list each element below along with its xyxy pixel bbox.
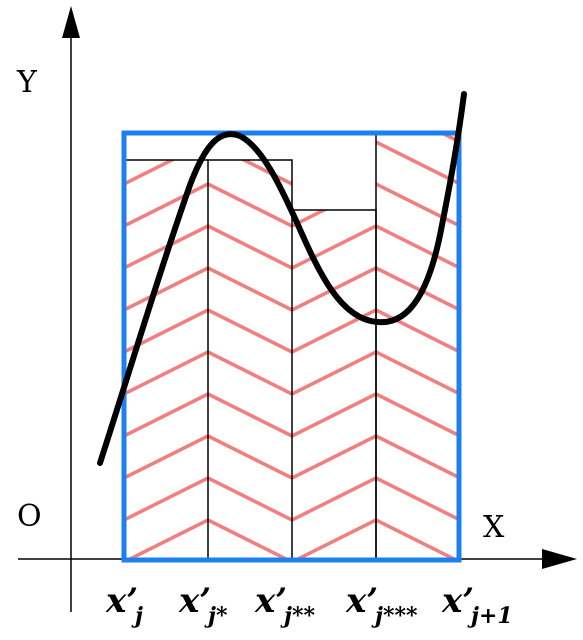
hatch-line: [292, 224, 376, 270]
svg-text:j+1: j+1: [467, 603, 513, 629]
svg-text:x’: x’: [105, 581, 138, 621]
hatch-line: [376, 476, 459, 522]
hatch-line: [292, 518, 376, 560]
hatch-line: [292, 210, 328, 228]
hatch-line: [376, 224, 459, 270]
y-axis-label: Y: [16, 65, 38, 100]
hatch-line: [124, 266, 208, 312]
hatch-line: [376, 140, 459, 186]
hatch-line: [376, 266, 459, 312]
hatch-line: [376, 308, 459, 354]
hatched-strip-4: [376, 133, 459, 560]
hatch-line: [208, 518, 292, 560]
hatch-line: [292, 392, 376, 438]
tick-label-xj: x’ j: [105, 581, 143, 629]
hatch-line: [208, 476, 292, 522]
hatch-line: [292, 350, 376, 396]
svg-text:x’: x’: [254, 581, 287, 621]
function-curve: [97, 91, 467, 466]
hatch-line: [124, 350, 208, 396]
hatch-line: [208, 182, 292, 228]
hatch-line: [292, 476, 376, 522]
svg-text:j***: j***: [371, 603, 418, 629]
x-axis-label: X: [483, 510, 505, 545]
strip-outline-2: [207, 159, 293, 560]
hatch-line: [376, 350, 459, 396]
hatch-line: [376, 392, 459, 438]
hatch-line: [124, 100, 208, 142]
x-axis-arrowhead: [542, 549, 577, 569]
hatch-line: [208, 434, 292, 480]
hatch-line: [208, 350, 292, 396]
hatch-line: [292, 434, 376, 480]
hatch-line: [124, 518, 208, 560]
hatch-line: [208, 308, 292, 354]
hatch-line: [292, 142, 376, 184]
y-axis-arrowhead: [62, 6, 80, 38]
outer-rectangle: [121, 130, 462, 563]
hatch-line: [240, 160, 292, 186]
hatch-line: [124, 392, 208, 438]
svg-text:j**: j**: [280, 603, 315, 629]
hatch-line: [292, 100, 376, 142]
hatch-line: [124, 476, 208, 522]
hatch-line: [376, 518, 459, 560]
hatch-line: [376, 434, 459, 480]
svg-text:j*: j*: [204, 603, 228, 629]
tick-label-xj-2star: x’ j**: [254, 581, 315, 629]
hatch-line: [208, 266, 292, 312]
hatch-line: [124, 182, 208, 228]
hatch-line: [208, 224, 292, 270]
tick-label-xj-plus1: x’ j+1: [441, 581, 513, 629]
svg-text:x’: x’: [345, 581, 378, 621]
origin-label: O: [17, 499, 42, 534]
tick-label-xj-star: x’ j*: [178, 581, 228, 629]
tick-label-xj-3star: x’ j***: [345, 581, 418, 629]
svg-text:x’: x’: [441, 581, 474, 621]
svg-text:x’: x’: [178, 581, 211, 621]
hatched-strip-3: [292, 100, 376, 560]
hatch-line: [124, 160, 176, 186]
hatch-line: [208, 392, 292, 438]
hatch-line: [124, 434, 208, 480]
